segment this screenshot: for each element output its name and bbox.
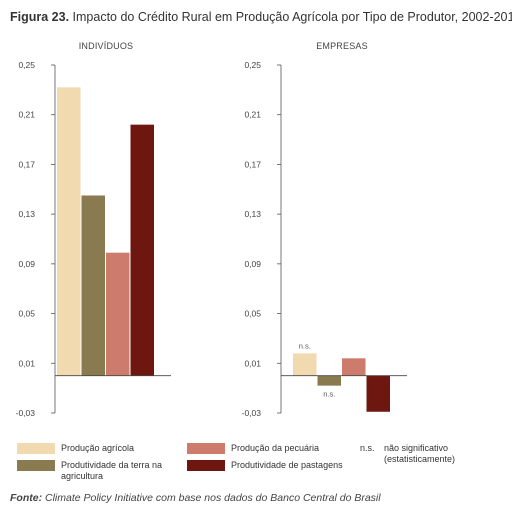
y-tick-label: 0,09: [244, 259, 261, 269]
y-tick-label: 0,17: [18, 159, 35, 169]
panel-title-0: INDIVÍDUOS: [79, 41, 134, 51]
y-tick-label: 0,25: [18, 60, 35, 70]
bar: [317, 375, 341, 386]
bar-label-ns: n.s.: [323, 390, 335, 399]
source-label: Fonte:: [10, 492, 43, 504]
y-tick-label: 0,09: [18, 259, 35, 269]
y-tick-label: 0,01: [244, 358, 261, 368]
y-tick-label: 0,21: [244, 110, 261, 120]
y-tick-label: -0,03: [16, 408, 36, 418]
y-tick-label: 0,13: [18, 209, 35, 219]
figure-title-text: Impacto do Crédito Rural em Produção Agr…: [72, 10, 512, 24]
y-tick-label: -0,03: [242, 408, 262, 418]
y-tick-label: 0,17: [244, 159, 261, 169]
figure-label: Figura 23.: [10, 10, 70, 24]
y-tick-label: 0,01: [18, 358, 35, 368]
bar-label-ns: n.s.: [299, 341, 311, 350]
bar: [106, 252, 130, 376]
bar: [81, 195, 105, 376]
bar: [57, 87, 81, 376]
bar: [366, 375, 390, 412]
bar: [342, 358, 366, 376]
panel-title-1: EMPRESAS: [316, 41, 368, 51]
y-tick-label: 0,05: [244, 309, 261, 319]
y-tick-label: 0,21: [18, 110, 35, 120]
bar: [130, 124, 154, 376]
source-text: Climate Policy Initiative com base nos d…: [45, 492, 381, 504]
figure-title: Figura 23. Impacto do Crédito Rural em P…: [10, 10, 512, 24]
bar: [293, 353, 317, 376]
y-tick-label: 0,05: [18, 309, 35, 319]
y-tick-label: 0,25: [244, 60, 261, 70]
y-tick-label: 0,13: [244, 209, 261, 219]
source-note: Fonte: Climate Policy Initiative com bas…: [10, 492, 381, 504]
